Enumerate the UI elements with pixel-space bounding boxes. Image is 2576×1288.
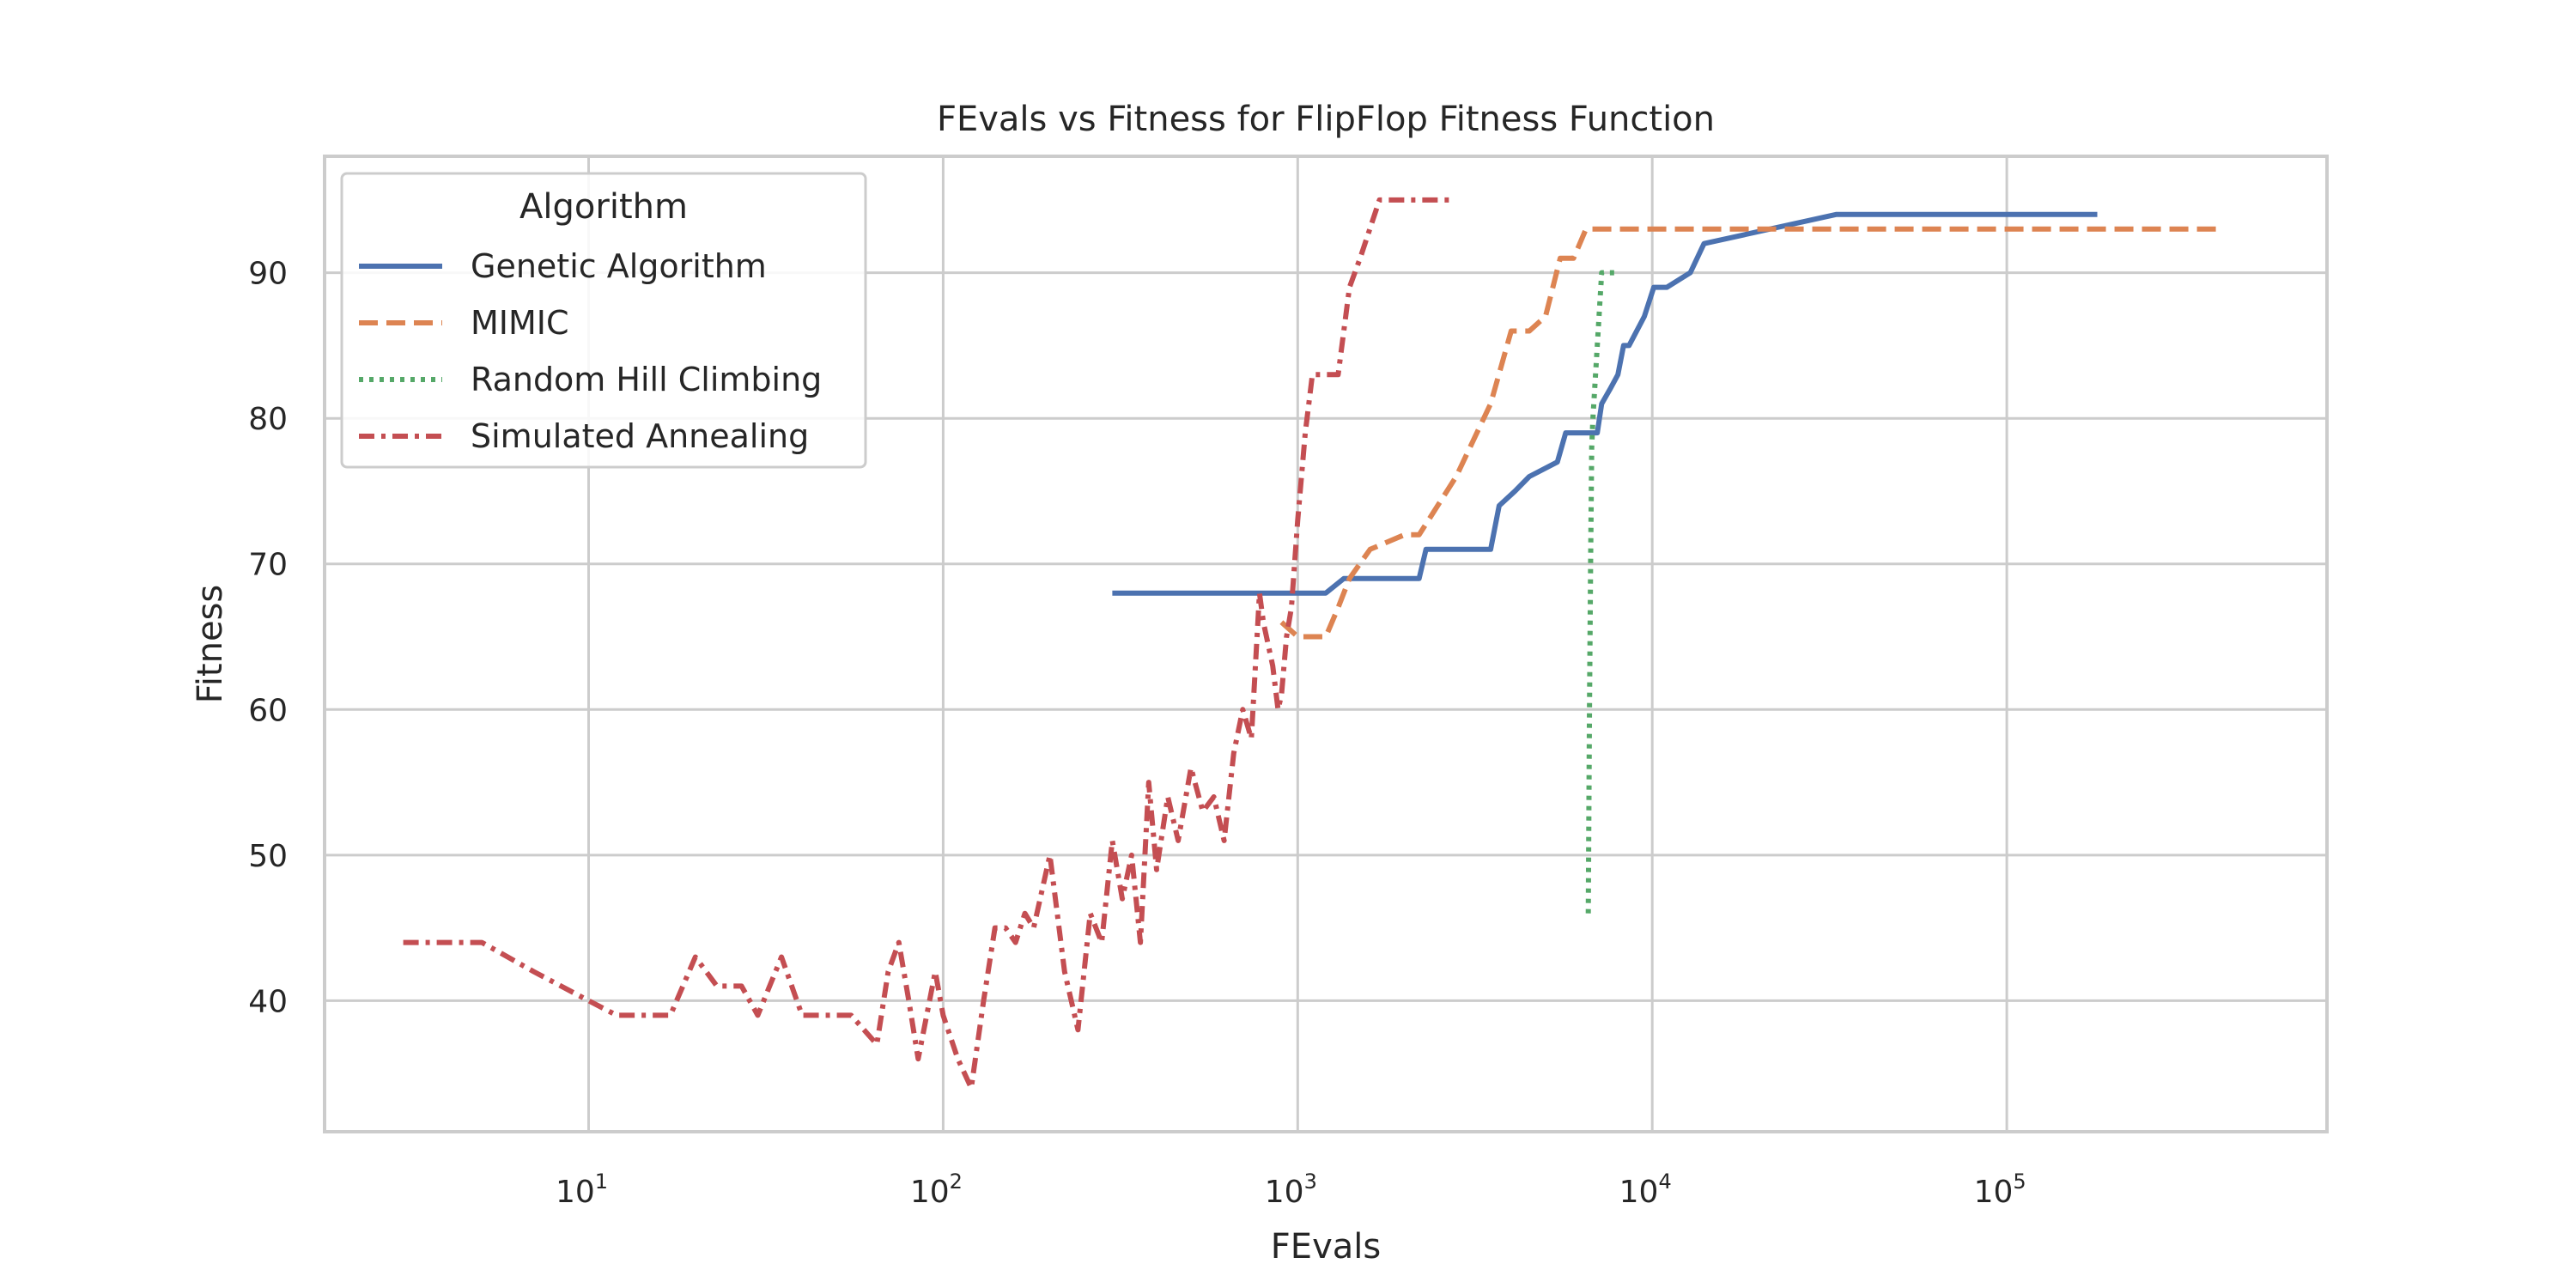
y-tick-labels: 40 50 60 70 80 90: [248, 257, 288, 1020]
x-tick-label: 101: [556, 1170, 608, 1210]
y-tick-label: 90: [248, 257, 288, 292]
series-line-genetic-algorithm: [1112, 211, 2098, 596]
legend-box: [340, 172, 867, 469]
x-tick-labels: 101 102 103 104 105: [556, 1170, 2026, 1210]
series-line-random-hill-climbing: [1585, 270, 1619, 914]
y-tick-label: 70: [248, 548, 288, 583]
y-tick-label: 40: [248, 984, 288, 1019]
x-tick-label: 105: [1974, 1170, 2026, 1210]
x-tick-label: 103: [1265, 1170, 1317, 1210]
series-line-simulated-annealing: [403, 197, 1451, 1091]
legend-label-genetic-algorithm: Genetic Algorithm: [471, 247, 767, 285]
legend: Algorithm Genetic Algorithm MIMIC Random H…: [340, 172, 867, 469]
series-layer: [403, 197, 2221, 1091]
y-tick-label: 50: [248, 839, 288, 874]
y-axis-label: Fitness: [191, 585, 230, 704]
x-axis-label: FEvals: [1271, 1227, 1381, 1267]
legend-label-random-hill-climbing: Random Hill Climbing: [471, 361, 822, 398]
plot-area-frame: [323, 155, 2329, 1133]
x-tick-label: 104: [1619, 1170, 1672, 1210]
x-tick-label: 102: [910, 1170, 963, 1210]
y-tick-label: 60: [248, 693, 288, 728]
legend-title: Algorithm: [519, 187, 688, 227]
chart-title: FEvals vs Fitness for FlipFlop Fitness F…: [937, 100, 1715, 139]
grid: [325, 156, 2327, 1132]
legend-label-simulated-annealing: Simulated Annealing: [471, 417, 809, 455]
legend-label-mimic: MIMIC: [471, 304, 569, 342]
legend-items: Genetic Algorithm MIMIC Random Hill Climbi…: [359, 247, 822, 455]
y-tick-label: 80: [248, 402, 288, 437]
